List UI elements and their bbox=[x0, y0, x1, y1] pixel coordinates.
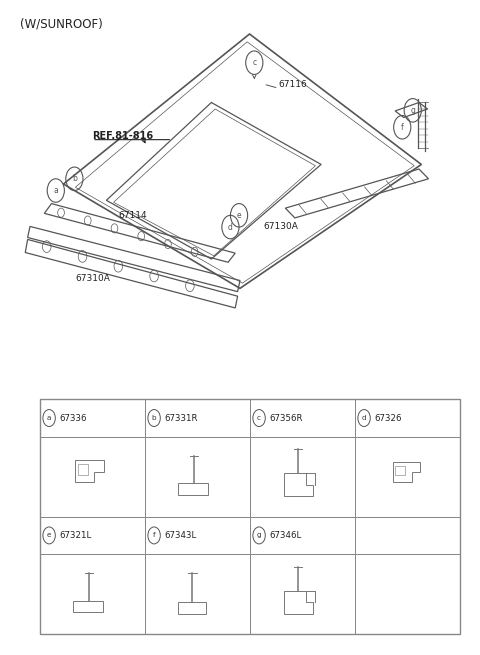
Bar bbox=[250, 554, 355, 634]
Bar bbox=[39, 400, 459, 634]
Text: 67114: 67114 bbox=[118, 211, 147, 220]
Text: d: d bbox=[228, 223, 233, 232]
Bar bbox=[144, 437, 250, 517]
Bar bbox=[39, 517, 144, 554]
Text: a: a bbox=[47, 415, 51, 421]
Bar bbox=[144, 400, 250, 437]
Text: 67346L: 67346L bbox=[270, 531, 302, 540]
Text: 67331R: 67331R bbox=[165, 413, 198, 422]
Text: 67356R: 67356R bbox=[270, 413, 303, 422]
Text: (W/SUNROOF): (W/SUNROOF) bbox=[21, 18, 103, 31]
Bar bbox=[144, 554, 250, 634]
Text: 67336: 67336 bbox=[60, 413, 87, 422]
Bar bbox=[39, 400, 144, 437]
Text: REF.81-816: REF.81-816 bbox=[92, 131, 153, 141]
Text: a: a bbox=[53, 186, 58, 195]
Text: f: f bbox=[153, 533, 156, 538]
Text: b: b bbox=[152, 415, 156, 421]
Bar bbox=[355, 437, 459, 517]
Text: 67343L: 67343L bbox=[165, 531, 197, 540]
Text: g: g bbox=[410, 106, 415, 115]
Text: g: g bbox=[257, 533, 262, 538]
Bar bbox=[250, 400, 355, 437]
Text: 67130A: 67130A bbox=[264, 222, 299, 231]
Text: c: c bbox=[252, 58, 256, 67]
Bar bbox=[355, 517, 459, 554]
Bar bbox=[250, 517, 355, 554]
Text: 67326: 67326 bbox=[374, 413, 402, 422]
Bar bbox=[250, 437, 355, 517]
Bar bbox=[39, 554, 144, 634]
Bar bbox=[355, 554, 459, 634]
Text: e: e bbox=[47, 533, 51, 538]
Bar bbox=[144, 517, 250, 554]
Text: 67321L: 67321L bbox=[60, 531, 92, 540]
Bar bbox=[395, 466, 405, 476]
Bar bbox=[355, 400, 459, 437]
Text: 67116: 67116 bbox=[278, 81, 307, 89]
Text: b: b bbox=[72, 174, 77, 183]
Bar bbox=[78, 464, 88, 475]
Text: 67310A: 67310A bbox=[75, 274, 110, 283]
Bar bbox=[39, 437, 144, 517]
Text: c: c bbox=[257, 415, 261, 421]
Text: e: e bbox=[237, 211, 241, 220]
Text: f: f bbox=[401, 122, 404, 132]
Text: d: d bbox=[362, 415, 366, 421]
